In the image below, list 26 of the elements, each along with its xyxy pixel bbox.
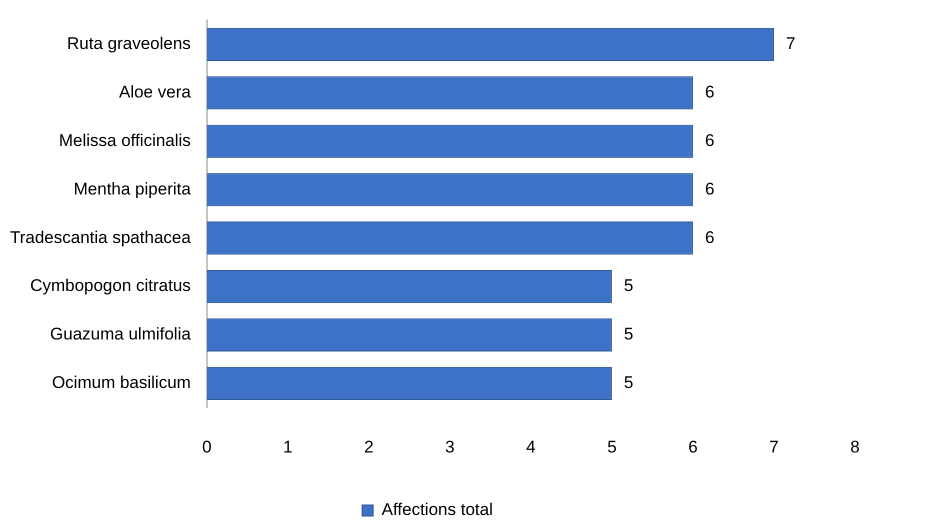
data-label: 5 bbox=[624, 276, 634, 296]
data-label: 6 bbox=[704, 228, 714, 247]
data-label: 7 bbox=[786, 34, 796, 54]
x-tick-label: 0 bbox=[202, 437, 212, 456]
data-label: 6 bbox=[704, 82, 714, 102]
y-tick-label: Ocimum basilicum bbox=[52, 373, 191, 392]
x-tick-label: 3 bbox=[445, 437, 455, 456]
y-tick-label: Ruta graveolens bbox=[67, 34, 191, 54]
x-tick-label: 2 bbox=[364, 437, 374, 456]
data-label: 6 bbox=[704, 179, 714, 198]
x-tick-label: 8 bbox=[850, 437, 860, 456]
x-tick-label: 6 bbox=[688, 437, 698, 456]
y-tick-label: Mentha piperita bbox=[74, 179, 192, 198]
legend-label: Affections total bbox=[382, 500, 493, 520]
y-tick-label: Guazuma ulmifolia bbox=[50, 324, 192, 344]
x-tick-label: 1 bbox=[283, 437, 293, 456]
y-tick-label: Cymbopogon citratus bbox=[30, 276, 191, 296]
x-tick-label: 5 bbox=[607, 437, 617, 456]
y-tick-label: Melissa officinalis bbox=[58, 130, 191, 150]
data-label: 5 bbox=[624, 373, 634, 392]
y-tick-label: Tradescantia spathacea bbox=[10, 228, 192, 247]
y-tick-label: Aloe vera bbox=[118, 82, 192, 102]
x-tick-label: 4 bbox=[526, 437, 536, 456]
data-label: 5 bbox=[624, 324, 634, 344]
x-tick-label: 7 bbox=[769, 437, 779, 456]
data-label: 6 bbox=[704, 130, 714, 150]
